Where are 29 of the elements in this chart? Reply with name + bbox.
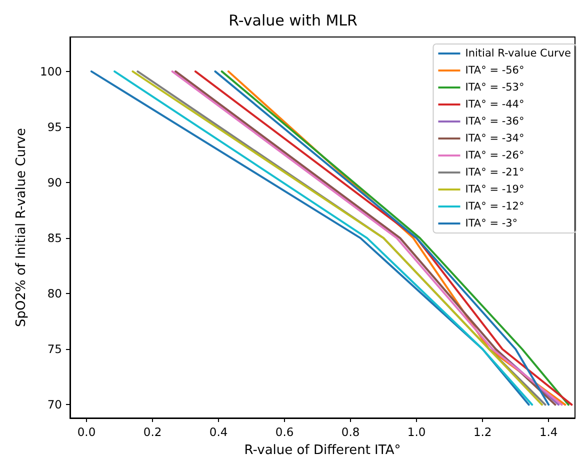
- legend-label: ITA° = -3°: [465, 218, 518, 230]
- x-tick-label: 1.2: [473, 425, 492, 439]
- y-tick-label: 90: [47, 176, 62, 190]
- x-tick-label: 0.4: [209, 425, 228, 439]
- legend-label: ITA° = -56°: [465, 64, 524, 76]
- y-tick-label: 70: [47, 398, 62, 412]
- y-tick-label: 80: [47, 286, 62, 301]
- x-tick-label: 0.6: [275, 425, 294, 439]
- x-tick-label: 0.2: [143, 425, 162, 439]
- x-axis-title: R-value of Different ITA°: [244, 443, 401, 458]
- x-tick-label: 1.4: [539, 425, 558, 439]
- x-tick-label: 0.0: [77, 425, 96, 439]
- y-tick-label: 100: [40, 64, 62, 78]
- legend-label: ITA° = -53°: [465, 82, 524, 94]
- legend-label: ITA° = -21°: [465, 166, 524, 178]
- legend-label: ITA° = -44°: [465, 98, 524, 110]
- chart-title: R-value with MLR: [228, 12, 358, 30]
- legend-label: Initial R-value Curve: [465, 48, 571, 60]
- legend-label: ITA° = -36°: [465, 116, 524, 128]
- x-tick-label: 1.0: [407, 425, 426, 439]
- y-tick-label: 95: [47, 120, 62, 134]
- legend-label: ITA° = -12°: [465, 200, 524, 212]
- y-tick-label: 85: [47, 231, 62, 246]
- x-tick-label: 0.8: [341, 425, 360, 439]
- y-tick-label: 75: [47, 342, 62, 356]
- y-axis-title: SpO2% of Initial R-value Curve: [14, 128, 29, 328]
- legend-label: ITA° = -19°: [465, 184, 524, 196]
- legend-label: ITA° = -34°: [465, 132, 524, 144]
- legend-label: ITA° = -26°: [465, 150, 524, 162]
